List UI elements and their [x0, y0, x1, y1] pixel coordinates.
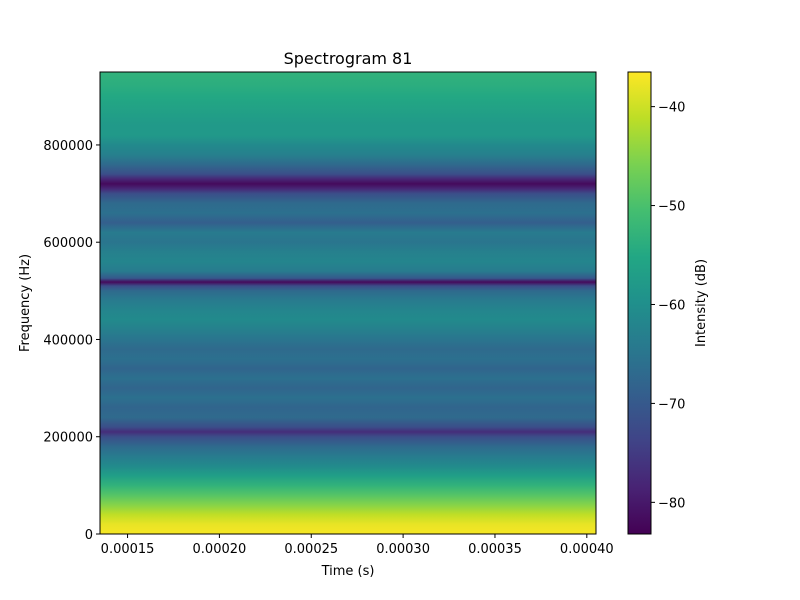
plot-frame — [99, 71, 597, 535]
colorbar-tick-label: −70 — [658, 397, 685, 412]
colorbar-tick-label: −80 — [658, 496, 685, 511]
colorbar-tick-label: −40 — [658, 101, 685, 116]
chart-title: Spectrogram 81 — [284, 49, 413, 68]
colorbar-frame — [627, 71, 652, 535]
y-axis-ticks: 0 200000 400000 600000 800000 — [43, 139, 100, 543]
y-tick-label: 200000 — [43, 431, 93, 446]
colorbar-ticks: −40 −50 −60 −70 −80 — [651, 101, 685, 511]
x-tick-label: 0.00015 — [101, 542, 155, 557]
y-tick-label: 0 — [85, 528, 93, 543]
x-tick-label: 0.00035 — [468, 542, 522, 557]
x-tick-label: 0.00040 — [560, 542, 614, 557]
y-tick-label: 400000 — [43, 333, 93, 348]
x-axis-ticks: 0.00015 0.00020 0.00025 0.00030 0.00035 0.000… — [101, 534, 614, 557]
x-tick-label: 0.00020 — [193, 542, 247, 557]
colorbar-tick-label: −50 — [658, 200, 685, 215]
x-tick-label: 0.00025 — [284, 542, 338, 557]
colorbar — [628, 72, 651, 534]
colorbar-label: Intensity (dB) — [694, 259, 709, 347]
colorbar-tick-label: −60 — [658, 298, 685, 313]
x-axis-label: Time (s) — [321, 564, 375, 579]
y-axis-label: Frequency (Hz) — [18, 254, 33, 352]
spectrogram-heatmap — [100, 72, 596, 534]
x-tick-label: 0.00030 — [376, 542, 430, 557]
y-tick-label: 800000 — [43, 139, 93, 154]
y-tick-label: 600000 — [43, 236, 93, 251]
